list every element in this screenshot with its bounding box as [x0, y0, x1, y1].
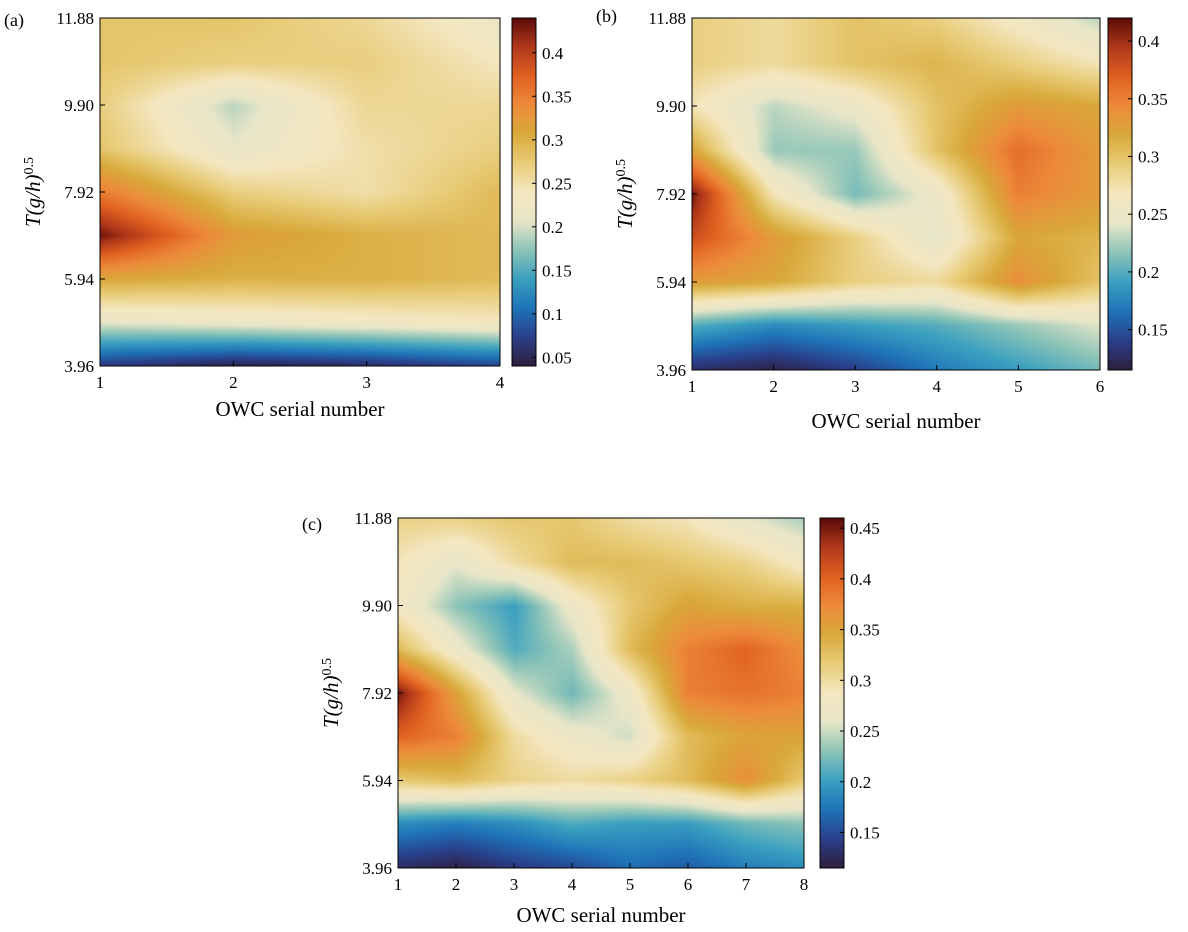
colorbar	[511, 17, 537, 367]
x-tick-label: 2	[229, 373, 238, 392]
heatmap-panel-b: 1 2 3 4 5 6 3.96 5.94 7.92 9.90 11.88 OWC serial nu…	[594, 0, 1188, 440]
panel-label: (a)	[4, 10, 24, 31]
heatmap-surface	[100, 18, 500, 366]
x-tick-label: 2	[452, 875, 461, 894]
y-axis-title: T(g/h)0.5	[21, 157, 45, 227]
x-tick-label: 3	[362, 373, 371, 392]
heatmap-surface	[692, 18, 1100, 370]
heatmap-svg-b: 1 2 3 4 5 6 3.96 5.94 7.92 9.90 11.88 OWC serial nu…	[596, 6, 1168, 433]
y-tick-label: 3.96	[64, 357, 94, 376]
y-axis-title-main: T(g/h)	[21, 174, 45, 227]
colorbar-tick-label: 0.15	[850, 823, 880, 842]
x-tick-label: 7	[742, 875, 751, 894]
y-axis-title: T(g/h)0.5	[613, 159, 637, 229]
colorbar-tick-label: 0.15	[542, 261, 572, 280]
colorbar-tick-label: 0.4	[850, 570, 872, 589]
y-tick-label: 5.94	[64, 270, 94, 289]
y-axis-title-main: T(g/h)	[613, 176, 637, 229]
colorbar	[819, 517, 845, 869]
colorbar-tick-label: 0.3	[1138, 147, 1159, 166]
y-axis-title-main: T(g/h)	[319, 675, 343, 728]
x-axis-title: OWC serial number	[811, 409, 980, 433]
colorbar-tick-label: 0.35	[850, 621, 880, 640]
colorbar	[1107, 17, 1133, 371]
y-tick-label: 7.92	[656, 185, 686, 204]
y-tick-label: 3.96	[362, 859, 392, 878]
y-tick-label: 9.90	[64, 96, 94, 115]
colorbar-tick-label: 0.4	[542, 44, 564, 63]
x-tick-label: 8	[800, 875, 809, 894]
y-tick-label: 11.88	[56, 9, 94, 28]
heatmap-svg-c: 1 2 3 4 5 6 7 8 3.96 5.94 7.92 9.90 11.88 OWC serial …	[302, 509, 880, 927]
x-tick-label: 1	[688, 377, 697, 396]
colorbar-tick-label: 0.3	[542, 131, 563, 150]
colorbar-tick-label: 0.25	[542, 174, 572, 193]
y-tick-label: 9.90	[362, 597, 392, 616]
colorbar-tick-label: 0.25	[850, 722, 880, 741]
y-axis-title-superscript: 0.5	[320, 658, 335, 676]
x-tick-label: 1	[96, 373, 105, 392]
y-tick-label: 11.88	[648, 9, 686, 28]
y-axis-title: T(g/h)0.5	[319, 658, 343, 728]
x-tick-label: 4	[496, 373, 505, 392]
y-axis-title-superscript: 0.5	[614, 159, 629, 177]
colorbar-tick-label: 0.45	[850, 519, 880, 538]
x-tick-label: 6	[684, 875, 693, 894]
y-axis-title-superscript: 0.5	[22, 157, 37, 175]
colorbar-tick-label: 0.2	[1138, 263, 1159, 282]
panel-label: (b)	[596, 6, 617, 27]
y-tick-label: 11.88	[354, 509, 392, 528]
colorbar-tick-label: 0.2	[850, 773, 871, 792]
x-tick-label: 3	[851, 377, 860, 396]
y-tick-label: 7.92	[64, 183, 94, 202]
x-axis-title: OWC serial number	[516, 903, 685, 927]
x-tick-label: 5	[626, 875, 635, 894]
x-tick-label: 1	[394, 875, 403, 894]
colorbar-tick-label: 0.25	[1138, 205, 1168, 224]
x-axis-title: OWC serial number	[215, 397, 384, 421]
x-tick-label: 3	[510, 875, 519, 894]
colorbar-tick-label: 0.3	[850, 671, 871, 690]
x-tick-label: 4	[933, 377, 942, 396]
colorbar-tick-label: 0.35	[1138, 90, 1168, 109]
x-tick-label: 2	[769, 377, 778, 396]
colorbar-tick-label: 0.15	[1138, 321, 1168, 340]
heatmap-panel-a: 1 2 3 4 3.96 5.94 7.92 9.90 11.88 OWC serial numb…	[0, 0, 594, 440]
y-tick-label: 5.94	[656, 273, 686, 292]
y-tick-label: 3.96	[656, 361, 686, 380]
y-tick-label: 7.92	[362, 684, 392, 703]
heatmap-panel-c: 1 2 3 4 5 6 7 8 3.96 5.94 7.92 9.90 11.88 OWC serial …	[294, 500, 894, 932]
y-tick-label: 5.94	[362, 772, 392, 791]
y-tick-label: 9.90	[656, 97, 686, 116]
colorbar-tick-label: 0.35	[542, 87, 572, 106]
panel-label: (c)	[302, 514, 322, 535]
colorbar-tick-label: 0.1	[542, 305, 563, 324]
colorbar-tick-label: 0.2	[542, 218, 563, 237]
x-tick-label: 4	[568, 875, 577, 894]
heatmap-svg-a: 1 2 3 4 3.96 5.94 7.92 9.90 11.88 OWC serial numb…	[4, 9, 572, 421]
x-tick-label: 5	[1014, 377, 1023, 396]
colorbar-tick-label: 0.05	[542, 348, 572, 367]
heatmap-surface	[398, 518, 804, 868]
x-tick-label: 6	[1096, 377, 1105, 396]
colorbar-tick-label: 0.4	[1138, 32, 1160, 51]
